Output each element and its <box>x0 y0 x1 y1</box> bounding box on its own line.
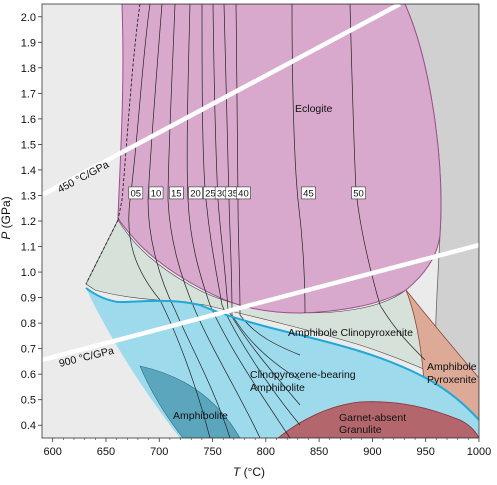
isopleth-label-box <box>168 186 184 200</box>
x-tick-label: 900 <box>363 446 381 458</box>
x-tick-label: 700 <box>150 446 168 458</box>
isopleth-label-box <box>128 186 144 200</box>
y-tick-label: 1.4 <box>21 165 36 177</box>
y-tick-label: 1.6 <box>21 114 36 126</box>
eclogite-left-boundary <box>117 4 141 221</box>
garnet-absent-granulite-field <box>277 401 479 438</box>
cpx-amphibolite-label-line1: Clinopyroxene-bearing <box>250 369 356 381</box>
y-tick-label: 1.5 <box>21 139 36 151</box>
y-tick-label: 2.0 <box>21 12 36 24</box>
isopleth-label-box <box>236 186 251 200</box>
isopleth-label-text: 50 <box>353 188 364 199</box>
isopleth-label-text: 40 <box>238 188 249 199</box>
isopleth-label-10: 10 <box>148 186 164 200</box>
y-tick-label: 1.3 <box>21 190 36 202</box>
y-tick-label: 1.9 <box>21 37 36 49</box>
x-tick-label: 750 <box>203 446 221 458</box>
garnet-absent-label-line1: Garnet-absent <box>339 412 406 424</box>
y-tick-label: 0.7 <box>21 344 36 356</box>
amphibole-pyroxenite-label-line1: Amphibole <box>427 361 477 373</box>
isopleth-label-text: 05 <box>131 188 142 199</box>
y-tick-label: 0.4 <box>21 420 36 432</box>
isopleth-label-45: 45 <box>301 186 316 200</box>
y-tick-label: 0.9 <box>21 293 36 305</box>
y-tick-label: 1.2 <box>21 216 36 228</box>
amphibole-clinopyroxenite-label: Amphibole Clinopyroxenite <box>288 327 413 339</box>
garnet-absent-label-line2: Granulite <box>339 424 382 436</box>
amphibole-pyroxenite-label-line2: Pyroxenite <box>427 374 477 386</box>
y-tick-label: 0.8 <box>21 318 36 330</box>
isopleth-label-05: 05 <box>128 186 144 200</box>
isopleth-label-text: 45 <box>303 188 314 199</box>
isopleth-label-20: 20 <box>188 186 203 200</box>
eclogite-label: Eclogite <box>295 103 333 115</box>
y-tick-label: 1.8 <box>21 63 36 75</box>
isopleth-labels: 05 10 15 20 25 30 35 40 45 50 <box>128 186 366 200</box>
isopleth-label-50: 50 <box>351 186 366 200</box>
x-tick-label: 800 <box>257 446 275 458</box>
isopleth-label-text: 20 <box>190 188 201 199</box>
isopleth-label-box <box>301 186 316 200</box>
y-tick-label: 1.7 <box>21 88 36 100</box>
isopleth-label-box <box>188 186 203 200</box>
amphibolite-upper-boundary <box>85 287 479 421</box>
x-axis-ticks: 600 650 700 750 800 850 900 950 1000 <box>43 438 491 458</box>
isopleth-label-box <box>351 186 366 200</box>
y-axis-label: P (GPa) <box>0 196 13 239</box>
x-tick-label: 600 <box>43 446 61 458</box>
cpx-amphibolite-label-line2: Amphibolite <box>250 382 305 394</box>
gradient-900-line <box>42 242 479 363</box>
isopleth-label-box <box>148 186 164 200</box>
y-tick-label: 1.0 <box>21 267 36 279</box>
x-tick-label: 850 <box>310 446 328 458</box>
isopleth-label-40: 40 <box>236 186 251 200</box>
isopleth-label-text: 15 <box>171 188 182 199</box>
y-tick-label: 0.6 <box>21 369 36 381</box>
y-axis-ticks: 0.4 0.5 0.6 0.7 0.8 0.9 1.0 1.1 1.2 1.3 1.4 1.5 1.6 1… <box>21 12 42 432</box>
left-solidus-dashed <box>85 219 119 285</box>
gradient-450-line <box>42 4 402 197</box>
isopleth-label-text: 25 <box>205 188 216 199</box>
x-tick-label: 1000 <box>467 446 491 458</box>
isopleth-label-15: 15 <box>168 186 184 200</box>
isopleth-label-text: 35 <box>227 188 238 199</box>
amphibolite-label: Amphibolite <box>173 410 228 422</box>
eclogite-field <box>117 4 442 314</box>
x-tick-label: 950 <box>417 446 435 458</box>
y-tick-label: 1.1 <box>21 242 36 254</box>
isopleth-label-text: 30 <box>217 188 228 199</box>
isopleth-label-text: 10 <box>151 188 162 199</box>
x-axis-label: T (°C) <box>233 465 265 479</box>
y-tick-label: 0.5 <box>21 395 36 407</box>
x-tick-label: 650 <box>97 446 115 458</box>
